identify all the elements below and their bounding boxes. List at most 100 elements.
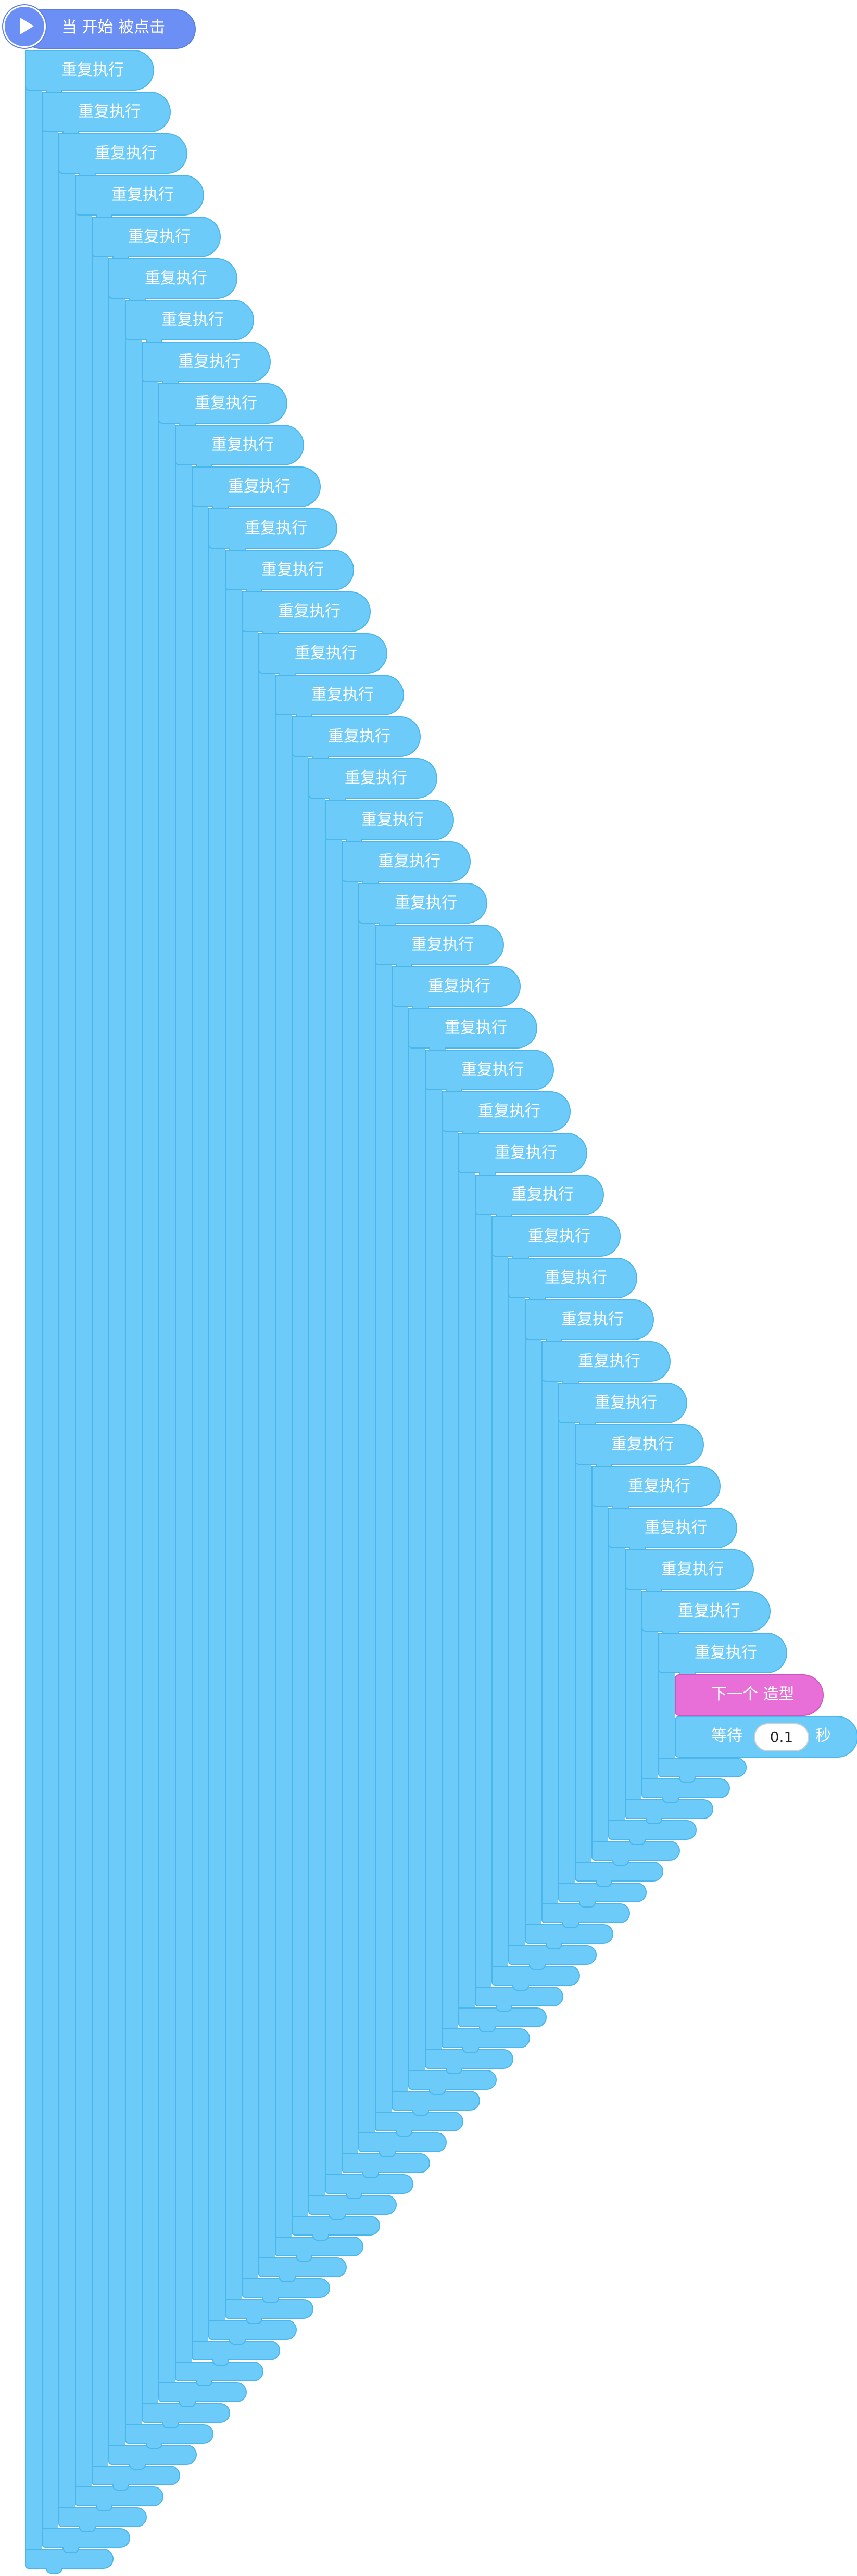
connector-notch xyxy=(212,2359,229,2366)
repeat-forever-block[interactable] xyxy=(258,633,387,674)
repeat-forever-block[interactable] xyxy=(575,1424,704,1465)
connector-notch xyxy=(312,2234,329,2241)
repeat-forever-block[interactable] xyxy=(508,1258,637,1298)
repeat-block-foot[interactable] xyxy=(508,1945,597,1965)
repeat-forever-label: 重复执行 xyxy=(245,519,307,537)
next-costume-block[interactable] xyxy=(675,1674,824,1716)
repeat-forever-block[interactable] xyxy=(525,1299,654,1340)
connector-notch xyxy=(429,2089,446,2095)
repeat-block-arm xyxy=(458,1143,475,2018)
repeat-block-arm xyxy=(541,1352,558,1914)
repeat-block-arm xyxy=(358,893,375,2143)
repeat-block-arm xyxy=(475,1185,491,1997)
repeat-block-arm xyxy=(92,227,108,2476)
repeat-forever-label: 重复执行 xyxy=(511,1185,574,1204)
repeat-forever-block[interactable] xyxy=(541,1341,671,1382)
repeat-forever-block[interactable] xyxy=(342,841,471,882)
repeat-forever-block[interactable] xyxy=(625,1549,754,1590)
connector-notch xyxy=(79,2526,96,2532)
repeat-forever-block[interactable] xyxy=(75,175,204,216)
repeat-forever-label: 重复执行 xyxy=(95,144,157,162)
repeat-forever-block[interactable] xyxy=(358,883,487,924)
repeat-forever-label: 重复执行 xyxy=(61,61,124,79)
repeat-forever-block[interactable] xyxy=(608,1508,737,1548)
repeat-forever-block[interactable] xyxy=(458,1133,587,1173)
connector-notch xyxy=(296,2255,312,2262)
repeat-forever-block[interactable] xyxy=(558,1383,687,1423)
when-flag-clicked-block[interactable] xyxy=(21,9,196,49)
connector-notch xyxy=(346,2193,362,2199)
repeat-forever-label: 重复执行 xyxy=(228,477,291,496)
repeat-forever-block[interactable] xyxy=(442,1091,571,1132)
repeat-block-arm xyxy=(175,435,192,2372)
repeat-block-arm xyxy=(625,1560,641,1810)
next-costume-label: 下一个 造型 xyxy=(711,1685,795,1703)
repeat-forever-label: 重复执行 xyxy=(295,644,357,662)
repeat-forever-block[interactable] xyxy=(292,716,421,757)
repeat-forever-block[interactable] xyxy=(58,133,187,174)
repeat-block-arm xyxy=(641,1601,658,1789)
repeat-forever-label: 重复执行 xyxy=(428,977,490,995)
repeat-forever-block[interactable] xyxy=(158,383,287,424)
repeat-forever-block[interactable] xyxy=(208,508,337,549)
repeat-forever-block[interactable] xyxy=(275,675,404,715)
repeat-forever-block[interactable] xyxy=(641,1591,771,1632)
repeat-forever-block[interactable] xyxy=(142,342,271,382)
repeat-forever-block[interactable] xyxy=(175,425,304,465)
repeat-forever-block[interactable] xyxy=(591,1466,721,1507)
connector-notch xyxy=(196,2380,212,2386)
repeat-block-arm xyxy=(342,852,358,2164)
connector-notch xyxy=(129,2464,146,2470)
connector-notch xyxy=(612,1860,629,1866)
repeat-forever-block[interactable] xyxy=(125,300,254,340)
repeat-block-foot[interactable] xyxy=(208,2320,297,2340)
repeat-forever-label: 重复执行 xyxy=(461,1060,524,1079)
repeat-forever-block[interactable] xyxy=(475,1175,604,1215)
repeat-forever-block[interactable] xyxy=(25,50,154,91)
connector-notch xyxy=(329,2214,346,2220)
repeat-block-foot[interactable] xyxy=(608,1820,697,1840)
repeat-forever-block[interactable] xyxy=(92,217,221,257)
repeat-forever-label: 重复执行 xyxy=(128,228,191,246)
repeat-forever-label: 重复执行 xyxy=(411,936,474,954)
connector-notch xyxy=(362,2172,379,2178)
repeat-block-arm xyxy=(208,519,225,2330)
repeat-block-arm xyxy=(308,768,325,2205)
repeat-forever-block[interactable] xyxy=(225,550,354,590)
wait-seconds-input[interactable]: 0.1 xyxy=(754,1723,809,1751)
repeat-block-arm xyxy=(158,394,175,2393)
repeat-forever-block[interactable] xyxy=(242,591,371,632)
repeat-forever-label: 重复执行 xyxy=(195,394,257,412)
repeat-forever-block[interactable] xyxy=(658,1633,787,1673)
connector-notch xyxy=(679,1776,696,1783)
connector-notch xyxy=(179,2401,196,2407)
play-icon[interactable] xyxy=(3,5,46,48)
connector-notch xyxy=(479,2026,496,2032)
repeat-block-arm xyxy=(425,1060,442,2060)
repeat-forever-block[interactable] xyxy=(425,1050,554,1090)
repeat-forever-block[interactable] xyxy=(42,92,171,132)
repeat-block-arm xyxy=(491,1227,508,1976)
repeat-forever-block[interactable] xyxy=(325,800,454,840)
repeat-forever-block[interactable] xyxy=(375,925,504,965)
repeat-forever-label: 重复执行 xyxy=(695,1644,757,1662)
repeat-block-foot[interactable] xyxy=(658,1758,747,1777)
repeat-forever-label: 重复执行 xyxy=(678,1602,740,1620)
connector-notch xyxy=(529,1964,546,1970)
repeat-block-arm xyxy=(325,810,342,2184)
repeat-forever-block[interactable] xyxy=(491,1216,621,1257)
connector-notch xyxy=(546,1943,562,1949)
connector-notch xyxy=(462,2047,479,2053)
repeat-forever-block[interactable] xyxy=(392,966,521,1007)
repeat-forever-block[interactable] xyxy=(192,466,321,507)
repeat-block-arm xyxy=(408,1018,425,2080)
repeat-forever-block[interactable] xyxy=(408,1008,537,1049)
repeat-forever-block[interactable] xyxy=(108,258,237,299)
repeat-forever-block[interactable] xyxy=(308,758,437,799)
repeat-block-arm xyxy=(42,102,58,2539)
connector-notch xyxy=(662,1797,679,1803)
connector-notch xyxy=(229,2339,246,2345)
repeat-block-arm xyxy=(292,727,308,2226)
repeat-block-arm xyxy=(75,185,92,2497)
